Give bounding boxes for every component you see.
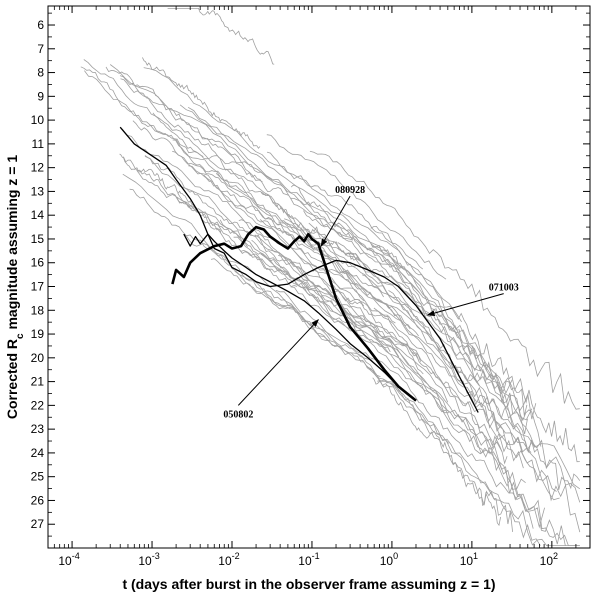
background-curve (167, 7, 275, 65)
x-axis-title: t (days after burst in the observer fram… (122, 576, 495, 592)
y-axis: 6 7 8 9 10 11 12 13 14 15 16 17 18 19 20 21 22 23 24 25 26 27 (31, 12, 590, 537)
series-line-080928 (171, 225, 417, 402)
background-curve (260, 253, 545, 529)
y-tick-label: 15 (31, 232, 45, 246)
background-curve (259, 219, 505, 441)
annotation-arrow-050802 (237, 319, 319, 406)
y-tick-label: 20 (31, 351, 45, 365)
background-curve (84, 70, 313, 249)
background-curve (266, 134, 447, 280)
background-curve (152, 112, 331, 242)
background-curve (308, 222, 581, 490)
background-curve (361, 274, 581, 490)
y-tick-label: 26 (31, 493, 45, 507)
background-curve (290, 184, 404, 270)
background-curve (366, 366, 580, 546)
y-tick-label: 12 (31, 161, 45, 175)
y-tick-label: 27 (31, 517, 45, 531)
background-curve (121, 128, 365, 307)
highlighted-light-curves (119, 126, 479, 413)
background-curve (119, 153, 222, 233)
series-line-071003 (119, 126, 479, 413)
y-tick-label: 24 (31, 446, 45, 460)
y-tick-label: 22 (31, 398, 45, 412)
annotation-label-050802: 050802 (223, 409, 253, 420)
background-curve (144, 155, 449, 403)
x-tick-label: 101 (460, 551, 478, 568)
background-curve (179, 104, 513, 395)
annotations: 080928 071003 050802 (223, 185, 518, 420)
x-tick-label: 10-4 (58, 551, 79, 568)
background-curve (172, 139, 384, 298)
background-curve (332, 284, 508, 465)
background-curve (176, 196, 449, 414)
annotation-arrow-080928 (320, 195, 351, 247)
x-axis: 10-4 10-3 10-2 10-1 100 101 102 (53, 6, 577, 568)
y-tick-label: 7 (37, 42, 44, 56)
background-curve (290, 286, 566, 546)
background-curve (278, 255, 503, 452)
background-curve (260, 192, 360, 261)
background-curve (321, 295, 526, 490)
y-tick-label: 19 (31, 327, 45, 341)
x-tick-label: 10-2 (218, 551, 239, 568)
y-tick-label: 18 (31, 303, 45, 317)
y-tick-label: 9 (37, 89, 44, 103)
background-curve (238, 219, 419, 360)
background-curve (203, 174, 396, 324)
background-curve (123, 156, 248, 248)
background-curve (188, 165, 365, 302)
background-curve (377, 379, 513, 532)
y-tick-label: 23 (31, 422, 45, 436)
y-axis-title: Corrected Rc magnitude assuming z = 1 (4, 155, 26, 419)
x-tick-label: 10-1 (298, 551, 319, 568)
y-tick-label: 21 (31, 375, 45, 389)
background-curve (372, 246, 537, 420)
background-curve (105, 66, 289, 196)
background-curve (372, 377, 501, 527)
y-tick-label: 25 (31, 470, 45, 484)
background-curve (234, 270, 541, 546)
y-axis-title-main: Corrected R (4, 339, 20, 419)
x-tick-label: 100 (380, 551, 398, 568)
x-tick-label: 10-3 (138, 551, 159, 568)
background-curve (254, 234, 524, 469)
y-axis-title-subscript: c (15, 333, 26, 339)
background-curve (187, 106, 533, 421)
background-curve (120, 78, 263, 183)
background-curve (80, 66, 204, 157)
y-tick-label: 8 (37, 66, 44, 80)
y-tick-label: 11 (32, 137, 45, 151)
annotation-label-071003: 071003 (489, 283, 519, 294)
background-curve (309, 150, 580, 410)
background-curve (219, 219, 358, 327)
background-curve (347, 252, 536, 447)
y-axis-title-rest: magnitude assuming z = 1 (4, 155, 20, 334)
y-tick-label: 6 (37, 18, 44, 32)
y-tick-label: 17 (31, 280, 45, 294)
y-tick-label: 13 (31, 184, 45, 198)
background-curve (122, 173, 373, 361)
background-curve (388, 290, 581, 503)
background-curve (312, 269, 421, 362)
background-curve (266, 151, 424, 270)
y-tick-label: 14 (31, 208, 45, 222)
background-curve (143, 67, 462, 323)
y-tick-label: 16 (31, 256, 45, 270)
y-tick-label: 10 (31, 113, 45, 127)
plot-frame (47, 5, 591, 549)
series-line-050802 (183, 233, 417, 402)
background-light-curves (80, 7, 581, 546)
background-curve (136, 170, 298, 287)
background-curve (119, 75, 354, 241)
background-curve (142, 57, 261, 149)
annotation-arrow-071003 (426, 293, 504, 317)
x-tick-label: 102 (540, 551, 558, 568)
annotation-label-080928: 080928 (335, 185, 365, 196)
